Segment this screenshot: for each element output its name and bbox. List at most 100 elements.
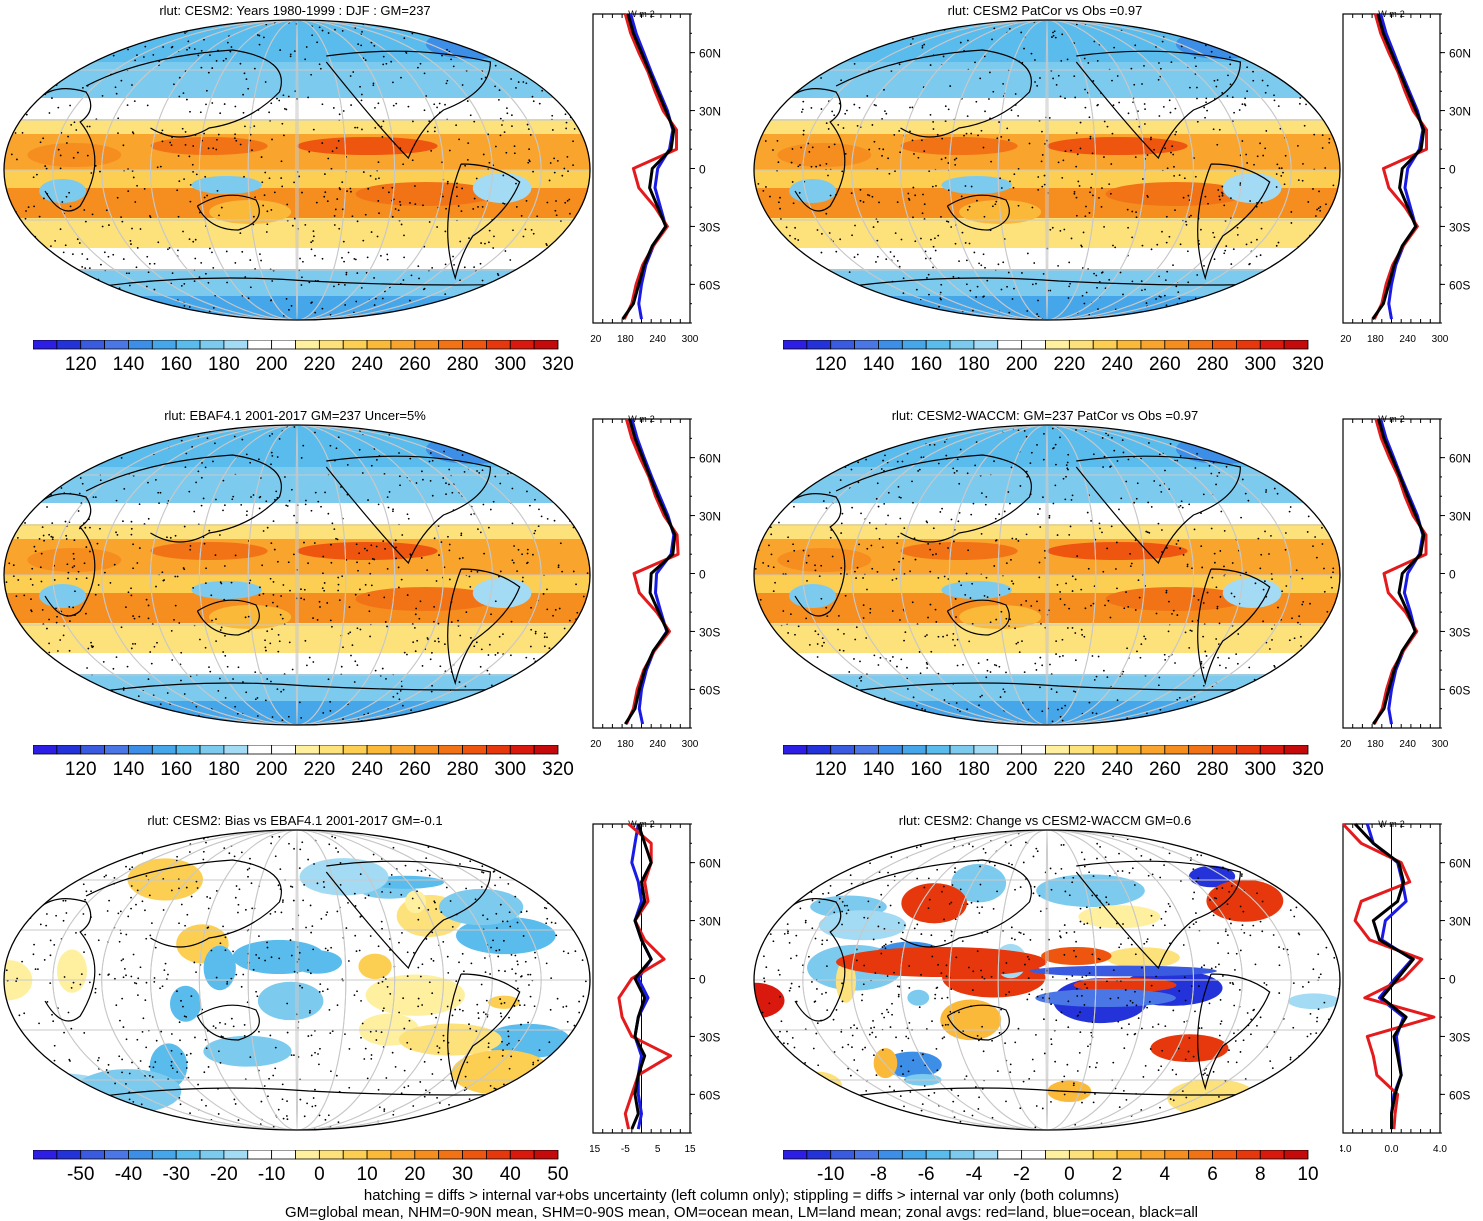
- zonal-x-tick-label: 300: [1432, 334, 1449, 345]
- units-label: W m-2: [628, 819, 655, 829]
- colorbar-swatch: [247, 745, 273, 755]
- colorbar-swatch: [1045, 340, 1070, 350]
- colorbar-tick-label: 240: [351, 354, 383, 375]
- colorbar-swatch: [1021, 1150, 1046, 1160]
- colorbar-swatch: [1164, 1150, 1190, 1160]
- colorbar-tick-label: 300: [1244, 759, 1277, 780]
- lat-tick-label: 0: [699, 568, 706, 582]
- colorbar-swatch: [1188, 1150, 1213, 1160]
- colorbar-swatch: [1212, 1150, 1237, 1160]
- colorbar-tick-label: 160: [160, 354, 193, 375]
- panel-title: rlut: CESM2: Change vs CESM2-WACCM GM=0.…: [898, 813, 1192, 828]
- zonal-x-tick-label: 180: [617, 739, 634, 750]
- colorbar-tick-label: 0: [1064, 1164, 1075, 1185]
- colorbar-swatch: [1045, 1150, 1070, 1160]
- colorbar-labels: -50 -40 -30 -20 -10 0 10 20 30 40 50: [33, 1164, 569, 1188]
- colorbar: [783, 1150, 1309, 1160]
- map-field: [754, 830, 1340, 1130]
- lat-tick-label: 30S: [699, 220, 720, 234]
- colorbar-swatch: [806, 745, 832, 755]
- colorbar-swatch: [1116, 1150, 1142, 1160]
- colorbar-swatch: [175, 745, 201, 755]
- colorbar-tick-label: 2: [1111, 1164, 1123, 1185]
- colorbar-tick-label: -50: [66, 1164, 95, 1185]
- colorbar-swatch: [1259, 745, 1285, 755]
- colorbar-swatch: [199, 745, 225, 755]
- colorbar-swatch: [1116, 745, 1142, 755]
- colorbar-tick-label: 300: [494, 354, 527, 375]
- colorbar-swatch: [486, 1150, 511, 1160]
- lat-tick-label: 60N: [1449, 47, 1471, 61]
- lat-tick-label: 30S: [699, 625, 720, 639]
- panel-title: rlut: CESM2-WACCM: GM=237 PatCor vs Obs …: [891, 408, 1199, 423]
- zonal-x-tick-label: 300: [1432, 739, 1449, 750]
- zonal-mean-plot: 60N 30N 0 30S 60S W m-2 -4.0 0.0 4.0: [1340, 819, 1471, 1155]
- colorbar-swatch: [199, 1150, 225, 1160]
- zonal-x-tick-label: 240: [649, 334, 666, 345]
- colorbar-swatch: [878, 745, 903, 755]
- zonal-mean-plot: 60N 30N 0 30S 60S W m-2 -15 -5 5 15: [590, 819, 721, 1155]
- colorbar-tick-label: 40: [499, 1164, 521, 1185]
- colorbar-swatch: [33, 745, 58, 755]
- colorbar-tick-label: 220: [1053, 759, 1086, 780]
- colorbar-swatch: [390, 745, 416, 755]
- zonal-x-tick-label: 300: [682, 739, 699, 750]
- colorbar-swatch: [366, 340, 392, 350]
- colorbar-tick-label: 6: [1207, 1164, 1218, 1185]
- colorbar-swatch: [271, 745, 296, 755]
- zonal-x-tick-label: 180: [617, 334, 634, 345]
- colorbar-swatch: [151, 745, 177, 755]
- colorbar-labels: 120 140 160 180 200 220 240 260 280 300 320: [783, 759, 1324, 783]
- zonal-line-all: [1354, 822, 1415, 1130]
- panel-p1: rlut: CESM2: Years 1980-1999 : DJF : GM=…: [0, 0, 733, 390]
- colorbar-labels: -10 -8 -6 -4 -2 0 2 4 6 8 10: [783, 1164, 1319, 1188]
- lat-tick-label: 30S: [1449, 1030, 1470, 1044]
- colorbar-swatch: [973, 340, 999, 350]
- colorbar-swatch: [56, 340, 82, 350]
- colorbar-tick-label: 200: [1005, 759, 1038, 780]
- panel-title: rlut: CESM2 PatCor vs Obs =0.97: [947, 3, 1143, 18]
- colorbar-swatch: [247, 340, 273, 350]
- zonal-x-tick-label: 4.0: [1433, 1144, 1447, 1155]
- colorbar-swatch: [806, 340, 832, 350]
- colorbar-tick-label: 120: [64, 354, 97, 375]
- colorbar-swatch: [854, 745, 879, 755]
- colorbar-swatch: [318, 1150, 344, 1160]
- colorbar: [783, 340, 1309, 350]
- colorbar-swatch: [783, 745, 808, 755]
- colorbar-swatch: [1116, 340, 1142, 350]
- colorbar-swatch: [80, 340, 105, 350]
- world-map: [753, 424, 1341, 726]
- colorbar-swatch: [318, 745, 344, 755]
- colorbar-tick-label: -4: [965, 1164, 983, 1185]
- colorbar-tick-label: 180: [208, 354, 240, 375]
- colorbar-tick-label: 320: [542, 354, 574, 375]
- colorbar-swatch: [462, 1150, 487, 1160]
- units-label: W m-2: [628, 9, 655, 19]
- world-map: [3, 19, 591, 321]
- colorbar-swatch: [854, 1150, 879, 1160]
- map-field: [4, 425, 590, 725]
- colorbar-swatch: [997, 745, 1023, 755]
- panel-p3: rlut: EBAF4.1 2001-2017 GM=237 Uncer=5% 1…: [0, 405, 733, 795]
- colorbar-swatch: [80, 745, 105, 755]
- colorbar-swatch: [1164, 745, 1190, 755]
- colorbar-tick-label: -8: [870, 1164, 887, 1185]
- lat-tick-label: 30S: [699, 1030, 720, 1044]
- zonal-mean-plot: 60N 30N 0 30S 60S W m-2 120 180 240 300: [590, 9, 721, 345]
- colorbar-tick-label: 220: [1053, 354, 1086, 375]
- zonal-line-all: [621, 13, 676, 320]
- units-label: W m-2: [628, 414, 655, 424]
- map-field: [4, 20, 590, 320]
- colorbar-swatch: [949, 340, 975, 350]
- panel-p4: rlut: CESM2-WACCM: GM=237 PatCor vs Obs …: [750, 405, 1483, 795]
- colorbar-swatch: [462, 745, 487, 755]
- lat-tick-label: 60N: [699, 47, 721, 61]
- zonal-x-tick-label: 240: [649, 739, 666, 750]
- colorbar-swatch: [509, 340, 535, 350]
- colorbar-swatch: [973, 1150, 999, 1160]
- colorbar-swatch: [1021, 745, 1046, 755]
- zonal-x-tick-label: 180: [1367, 334, 1384, 345]
- zonal-x-tick-label: 15: [684, 1144, 696, 1155]
- colorbar-tick-label: 280: [1196, 759, 1229, 780]
